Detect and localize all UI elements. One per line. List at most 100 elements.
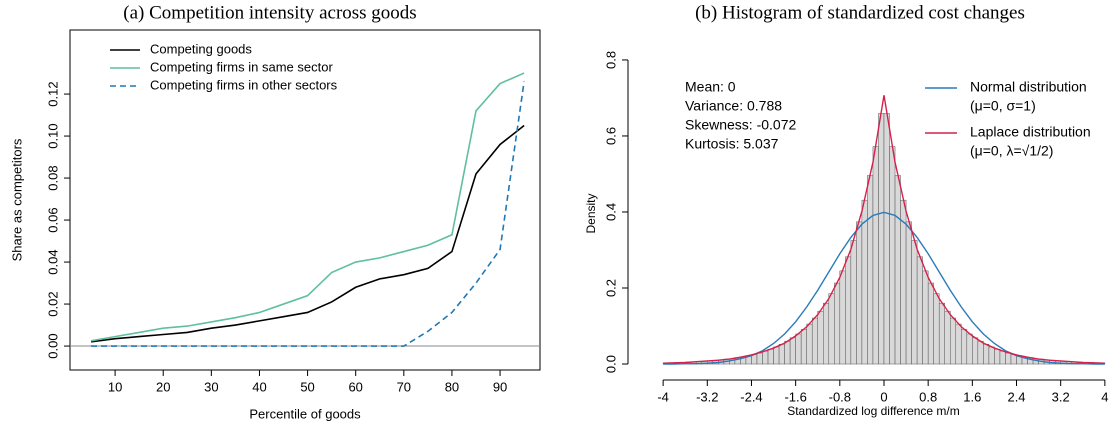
x-tick-label: 1.6: [963, 389, 981, 404]
histogram-bar: [883, 113, 890, 365]
plot-frame: [69, 29, 541, 371]
x-tick-label: 60: [348, 379, 362, 394]
histogram-bar: [834, 282, 841, 365]
y-tick-label: 0.06: [45, 207, 60, 232]
x-tick-label: -3.2: [696, 389, 718, 404]
histogram-bar: [900, 199, 907, 365]
x-tick-label: 0: [880, 389, 887, 404]
y-tick-label: 0.2: [603, 279, 618, 297]
histogram-bar: [977, 340, 984, 365]
histogram-bar: [999, 350, 1006, 365]
histogram-bar: [850, 240, 857, 365]
histogram-bar: [867, 175, 874, 365]
histogram-bar: [955, 323, 962, 365]
y-tick-label: 0.8: [603, 51, 618, 69]
y-tick-label: 0.00: [45, 333, 60, 358]
histogram-bar: [778, 344, 785, 365]
histogram-bar: [949, 317, 957, 365]
histogram-bar: [795, 333, 802, 365]
histogram-bar: [756, 352, 763, 365]
histogram-bar: [806, 323, 813, 365]
y-tick-label: 0.6: [603, 127, 618, 145]
histogram-bar: [856, 221, 863, 365]
legend-label: Competing goods: [150, 41, 252, 56]
y-tick-label: 0.08: [45, 165, 60, 190]
histogram-bar: [922, 270, 929, 365]
y-axis-label: Density: [584, 193, 598, 233]
stat-annotation: Skewness: -0.072: [685, 117, 796, 133]
histogram-bar: [839, 270, 846, 365]
histogram-bar: [983, 344, 990, 365]
histogram-bar: [845, 256, 852, 365]
x-tick-label: 4: [1101, 389, 1108, 404]
histogram-bar: [905, 221, 912, 365]
x-tick-label: 20: [156, 379, 170, 394]
histogram-bar: [972, 337, 979, 365]
histogram-bar: [933, 293, 940, 365]
y-tick-label: 0.4: [603, 203, 618, 221]
x-tick-label: 30: [204, 379, 218, 394]
histogram-bar: [916, 256, 923, 365]
legend-label: Laplace distribution: [970, 124, 1091, 140]
y-axis-label: Share as competitors: [9, 138, 24, 261]
histogram-bar: [944, 310, 951, 365]
histogram-bar: [938, 302, 945, 365]
x-tick-label: 0.8: [919, 389, 937, 404]
histogram-bar: [817, 310, 824, 365]
histogram-bar: [927, 282, 934, 365]
x-tick-label: 50: [300, 379, 314, 394]
histogram-bar: [800, 329, 807, 365]
y-tick-label: 0.12: [45, 81, 60, 106]
histogram-bar: [861, 199, 868, 365]
legend-label: Competing firms in other sectors: [150, 77, 338, 92]
stat-annotation: Mean: 0: [685, 79, 736, 95]
stat-annotation: Kurtosis: 5.037: [685, 136, 779, 152]
series-line: [91, 81, 525, 347]
histogram-bar: [789, 337, 796, 365]
x-tick-label: 80: [445, 379, 459, 394]
density-curve: [663, 211, 1105, 365]
x-tick-label: -2.4: [740, 389, 762, 404]
y-tick-label: 0.10: [45, 123, 60, 148]
histogram-bar: [773, 346, 780, 365]
x-axis-label: Percentile of goods: [249, 406, 361, 421]
histogram-bar: [966, 333, 973, 365]
histogram-bar: [762, 350, 769, 365]
x-tick-label: 90: [493, 379, 507, 394]
histogram-bar: [988, 346, 995, 365]
histogram-bar: [961, 329, 968, 365]
x-tick-label: -4: [657, 389, 669, 404]
y-tick-label: 0.0: [603, 355, 618, 373]
legend-label: Competing firms in same sector: [150, 59, 333, 74]
histogram-bar: [872, 146, 879, 365]
x-tick-label: 70: [397, 379, 411, 394]
legend-params: (μ=0, λ=√1/2): [970, 143, 1053, 159]
series-line: [90, 124, 525, 343]
histogram-bar: [894, 175, 901, 365]
x-tick-label: 40: [252, 379, 266, 394]
histogram-bar: [767, 348, 774, 365]
x-tick-label: -0.8: [829, 389, 851, 404]
x-tick-label: 3.2: [1052, 389, 1070, 404]
chart-title: (b) Histogram of standardized cost chang…: [695, 2, 1025, 23]
legend-params: (μ=0, σ=1): [970, 98, 1036, 114]
histogram-bar: [784, 340, 791, 365]
histogram-bar: [828, 293, 835, 365]
histogram-bar: [994, 348, 1001, 365]
histogram-bar: [823, 302, 830, 365]
histogram-bar: [889, 146, 896, 365]
y-tick-label: 0.04: [45, 249, 60, 274]
x-tick-label: 2.4: [1007, 389, 1025, 404]
legend-label: Normal distribution: [970, 79, 1087, 95]
series-line: [90, 72, 525, 342]
x-axis-label: Standardized log difference m/m: [787, 404, 960, 418]
histogram-bar: [811, 317, 818, 365]
histogram-bar: [878, 113, 885, 365]
x-tick-label: -1.6: [784, 389, 806, 404]
chart-title: (a) Competition intensity across goods: [123, 2, 416, 23]
x-tick-label: 10: [108, 379, 122, 394]
stat-annotation: Variance: 0.788: [685, 98, 782, 114]
density-curve: [663, 95, 1105, 364]
histogram-bar: [911, 240, 918, 365]
